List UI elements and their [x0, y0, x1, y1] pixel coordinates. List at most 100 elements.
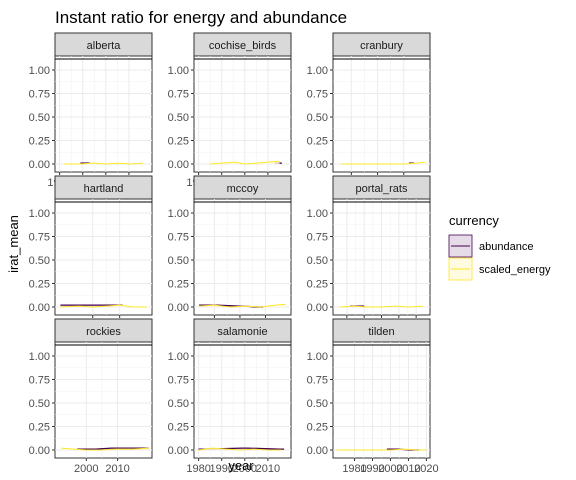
y-tick-label: 0.50 [307, 112, 328, 124]
y-tick-label: 0.25 [29, 422, 50, 434]
facet-panel-tilden: tilden0.000.250.500.751.0019801990200020… [307, 318, 439, 475]
y-tick-label: 0.75 [29, 375, 50, 387]
plot-background [54, 198, 153, 316]
y-tick-label: 0.25 [307, 422, 328, 434]
y-tick-label: 0.25 [168, 279, 189, 291]
series-line-scaled_energy [60, 304, 147, 308]
panels-layer: alberta0.000.250.500.751.001980199020002… [29, 32, 439, 475]
series-line-scaled_energy [339, 305, 424, 308]
chart-title: Instant ratio for energy and abundance [55, 8, 347, 27]
y-tick-label: 0.50 [307, 398, 328, 410]
y-tick-label: 0.00 [168, 302, 189, 314]
facet-panel-alberta: alberta0.000.250.500.751.001980199020002… [29, 32, 153, 189]
x-tick-label: 2020 [414, 463, 438, 475]
x-tick-label: 2000 [233, 463, 257, 475]
y-tick-label: 1.00 [29, 351, 50, 363]
y-tick-label: 1.00 [29, 65, 50, 77]
facet-strip-label: portal_rats [356, 183, 408, 195]
series-line-scaled_energy [61, 447, 149, 451]
y-tick-label: 0.75 [307, 375, 328, 387]
x-tick-label: 1980 [342, 463, 366, 475]
series-line-scaled_energy [198, 447, 282, 451]
x-tick-label: 2000 [74, 463, 98, 475]
y-tick-label: 0.75 [168, 375, 189, 387]
y-tick-label: 1.00 [307, 65, 328, 77]
x-axis-title: year [228, 458, 254, 473]
facet-strip-label: salamonie [217, 326, 267, 338]
legend-label-scaled_energy: scaled_energy [479, 264, 551, 276]
legend: currency abundance scaled_energy [448, 213, 551, 281]
y-tick-label: 0.25 [29, 136, 50, 148]
plot-background [193, 55, 292, 173]
y-tick-label: 0.00 [168, 445, 189, 457]
y-tick-label: 0.00 [29, 159, 50, 171]
y-tick-label: 0.50 [29, 112, 50, 124]
facet-strip-label: rockies [86, 326, 121, 338]
series-line-scaled_energy [199, 303, 286, 308]
series-line-scaled_energy [210, 160, 280, 165]
facet-panel-cochise_birds: cochise_birds0.000.250.500.751.001980199… [168, 32, 292, 189]
series-area-scaled_energy [198, 448, 282, 450]
y-tick-label: 0.00 [29, 302, 50, 314]
y-tick-label: 0.50 [307, 255, 328, 267]
x-tick-label: 2010 [256, 463, 280, 475]
facet-panel-portal_rats: portal_rats0.000.250.500.751.00198019851… [307, 175, 431, 332]
y-tick-label: 0.50 [168, 398, 189, 410]
y-tick-label: 0.25 [29, 279, 50, 291]
y-tick-label: 0.75 [29, 232, 50, 244]
y-tick-label: 1.00 [168, 351, 189, 363]
facet-strip-label: hartland [84, 183, 124, 195]
facet-strip-label: mccoy [227, 183, 259, 195]
plot-background [54, 341, 153, 459]
x-tick-label: 1990 [360, 463, 384, 475]
series-line-scaled_energy [64, 162, 143, 165]
x-tick-label: 1990 [209, 463, 233, 475]
y-tick-label: 0.50 [29, 398, 50, 410]
legend-label-abundance: abundance [479, 241, 533, 253]
plot-background [54, 55, 153, 173]
facet-strip-label: cranbury [360, 40, 403, 52]
y-tick-label: 0.75 [307, 232, 328, 244]
x-tick-label: 2000 [378, 463, 402, 475]
y-tick-label: 0.00 [307, 159, 328, 171]
facet-strip-label: cochise_birds [209, 40, 277, 52]
y-tick-label: 0.25 [168, 136, 189, 148]
x-tick-label: 1980 [186, 463, 210, 475]
y-tick-label: 1.00 [29, 208, 50, 220]
legend-title: currency [449, 213, 499, 228]
y-tick-label: 0.75 [307, 89, 328, 101]
y-tick-label: 0.25 [307, 279, 328, 291]
plot-background [193, 341, 292, 459]
y-tick-label: 0.25 [307, 136, 328, 148]
series-area-scaled_energy [210, 161, 280, 164]
y-tick-label: 1.00 [168, 65, 189, 77]
y-tick-label: 0.75 [168, 89, 189, 101]
y-tick-label: 1.00 [168, 208, 189, 220]
facet-panel-rockies: rockies 0.00 0.25 0.50 0.75 1.00 2000 2010 [29, 318, 153, 475]
y-tick-label: 0.00 [307, 445, 328, 457]
x-tick-label: 2010 [396, 463, 420, 475]
y-tick-label: 0.25 [168, 422, 189, 434]
facet-strip-label: tilden [368, 326, 394, 338]
series-line-scaled_energy [336, 448, 427, 451]
y-tick-label: 0.00 [29, 445, 50, 457]
y-tick-label: 0.50 [168, 112, 189, 124]
series-line-scaled_energy [340, 161, 425, 165]
y-tick-label: 0.50 [168, 255, 189, 267]
facet-panel-salamonie: salamonie 0.00 0.25 0.50 0.75 1.00 19801990200… [168, 318, 292, 475]
y-tick-label: 0.00 [307, 302, 328, 314]
y-tick-label: 0.00 [168, 159, 189, 171]
series-area-scaled_energy [340, 162, 425, 164]
x-tick-label: 2010 [105, 463, 129, 475]
y-tick-label: 0.75 [29, 89, 50, 101]
facet-strip-label: alberta [87, 40, 122, 52]
y-axis-title: irat_mean [6, 215, 21, 273]
y-tick-label: 1.00 [307, 351, 328, 363]
y-tick-label: 0.75 [168, 232, 189, 244]
y-tick-label: 1.00 [307, 208, 328, 220]
plot-background [332, 55, 431, 173]
